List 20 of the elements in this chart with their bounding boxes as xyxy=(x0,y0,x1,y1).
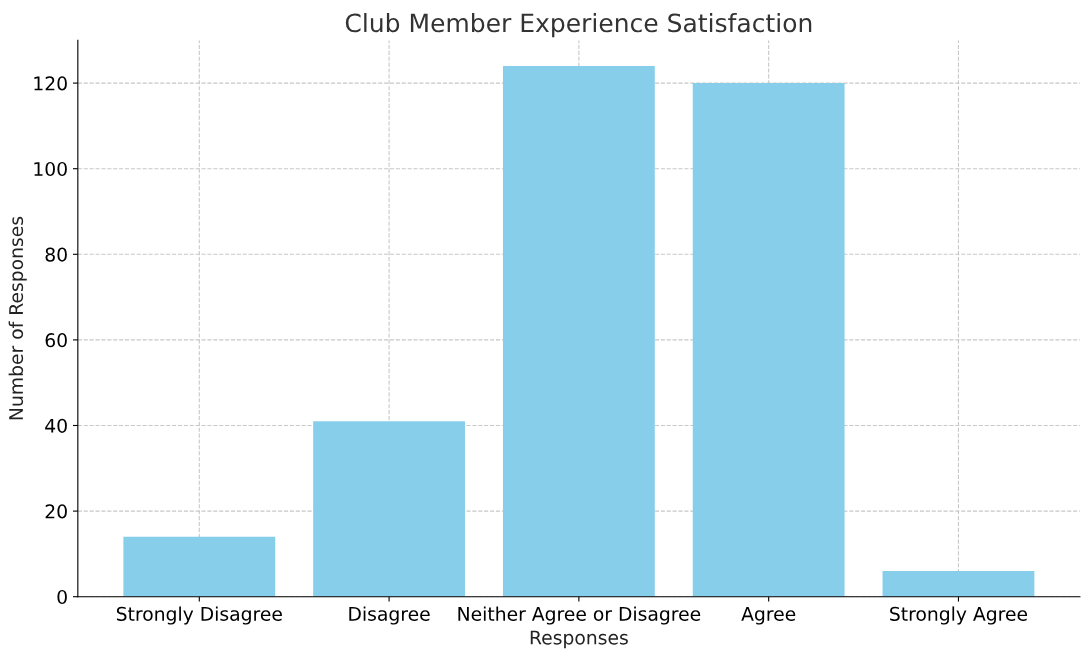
bar xyxy=(313,421,465,597)
y-axis-title: Number of Responses xyxy=(8,216,27,420)
x-axis-title: Responses xyxy=(530,630,628,649)
y-tick-label: 40 xyxy=(45,418,67,433)
y-tick-label: 120 xyxy=(34,76,67,91)
y-tick-label: 60 xyxy=(45,333,67,348)
bar xyxy=(882,571,1035,597)
y-tick-label: 0 xyxy=(57,589,67,605)
bar xyxy=(692,83,845,597)
x-tick-label: Strongly Agree xyxy=(890,606,1028,625)
bar xyxy=(123,536,276,597)
y-tick-label: 100 xyxy=(34,161,67,177)
x-tick-label: Strongly Disagree xyxy=(116,606,282,625)
x-tick-label: Disagree xyxy=(349,606,430,625)
bar xyxy=(502,65,655,597)
y-tick-label: 20 xyxy=(45,504,67,519)
x-tick-label: Agree xyxy=(741,607,796,625)
x-tick-label: Neither Agree or Disagree xyxy=(458,606,701,625)
chart-title: Club Member Experience Satisfaction xyxy=(345,12,812,38)
y-tick-label: 80 xyxy=(45,247,67,262)
